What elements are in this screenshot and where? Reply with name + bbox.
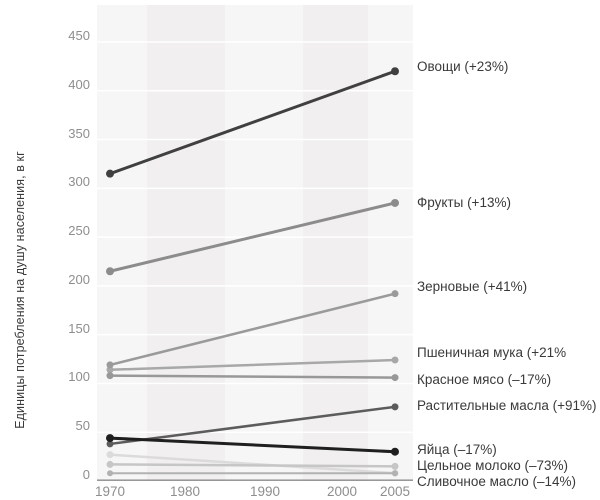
y-axis-title: Единицы потребления на душу населения, в… — [13, 151, 27, 429]
series-line — [108, 436, 397, 454]
series-line — [108, 453, 397, 475]
background-stripe — [368, 5, 413, 481]
background-stripe — [97, 5, 147, 481]
data-point-end — [391, 403, 399, 411]
x-tick-label: 1980 — [169, 484, 201, 499]
data-point-end — [391, 290, 399, 298]
series-line — [108, 69, 397, 176]
data-point-start — [107, 470, 113, 477]
data-point-start — [106, 267, 114, 276]
data-point-end — [391, 462, 399, 470]
series-label: Зерновые (+41%) — [417, 279, 528, 294]
series-label: Овощи (+23%) — [417, 59, 509, 74]
y-tick-label: 200 — [68, 271, 90, 287]
y-tick-label: 150 — [68, 320, 90, 336]
x-tick-label: 2000 — [326, 484, 358, 499]
y-tick-label: 250 — [68, 223, 90, 239]
series-label: Яйца (–17%) — [417, 442, 497, 457]
data-point-end — [391, 67, 399, 76]
data-point-start — [106, 169, 114, 178]
x-tick-label: 1970 — [94, 484, 126, 499]
data-point-start — [106, 440, 114, 448]
y-tick-label: 450 — [68, 27, 90, 43]
background-stripe — [147, 5, 225, 481]
data-point-end — [391, 356, 399, 364]
plot-area — [97, 5, 413, 481]
series-label: Красное мясо (–17%) — [417, 372, 552, 387]
series-line — [108, 405, 397, 446]
data-point-end — [391, 374, 399, 382]
data-point-end — [391, 198, 399, 207]
x-tick-label: 1990 — [249, 484, 281, 499]
series-label: Цельное молоко (–73%) — [417, 458, 569, 473]
series-line — [108, 201, 397, 273]
data-point-start — [106, 434, 114, 443]
y-tick-label: 100 — [68, 369, 90, 385]
data-point-start — [106, 372, 114, 380]
x-tick-label: 2005 — [379, 484, 411, 499]
y-tick-label: 300 — [68, 174, 90, 190]
y-tick-label: 0 — [82, 467, 90, 482]
series-label: Пшеничная мука (+21% — [417, 345, 567, 360]
series-line — [108, 374, 397, 379]
data-point-start — [106, 361, 114, 369]
data-point-end — [392, 470, 398, 477]
y-tick-label: 400 — [68, 76, 90, 92]
data-point-start — [106, 366, 114, 374]
data-point-start — [106, 460, 114, 468]
series-label: Растительные масла (+91%) — [417, 398, 597, 413]
series-label: Сливочное масло (–14%) — [417, 474, 577, 489]
data-point-end — [391, 447, 399, 456]
background-stripe — [303, 5, 368, 481]
y-tick-label: 350 — [68, 125, 90, 141]
series-line — [108, 358, 397, 372]
y-tick-label: 50 — [75, 418, 90, 434]
background-stripe — [225, 5, 303, 481]
series-line — [108, 292, 397, 367]
series-label: Фрукты (+13%) — [417, 195, 511, 210]
series-line — [108, 463, 397, 468]
data-point-start — [106, 451, 114, 459]
